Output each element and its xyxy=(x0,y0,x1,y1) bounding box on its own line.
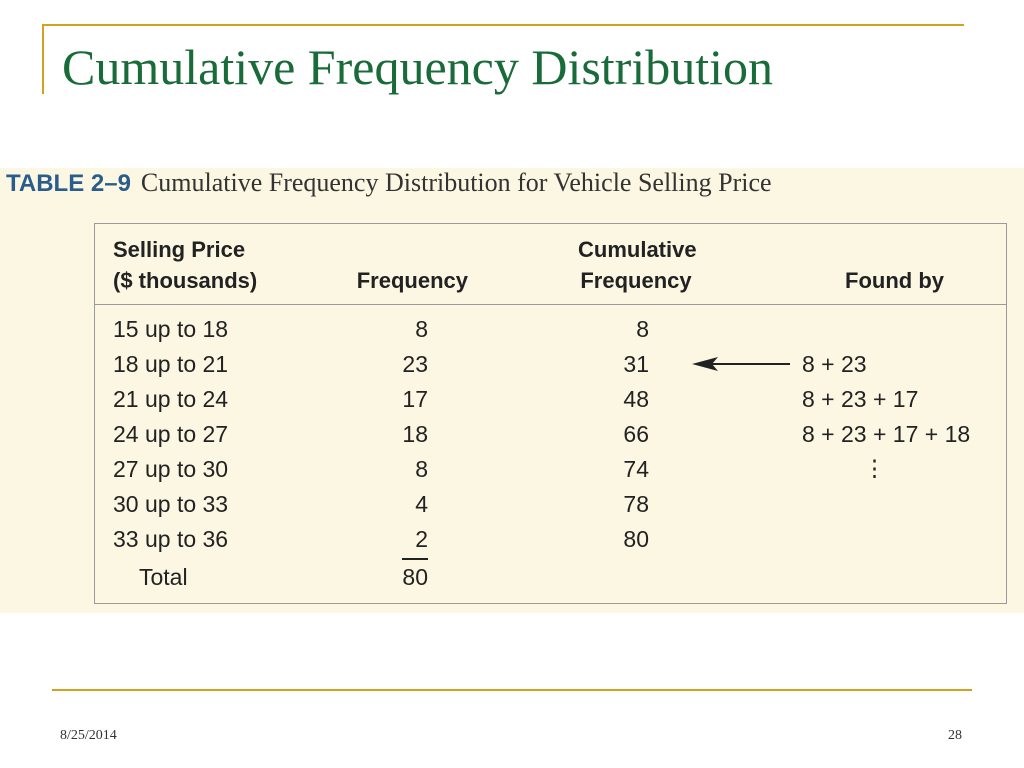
header-frequency: Frequency xyxy=(356,268,468,293)
found-by-cell: 8 + 23 xyxy=(802,351,867,377)
found-by-cell: 8 + 23 + 17 + 18 xyxy=(802,421,971,447)
total-value: 80 xyxy=(402,564,428,590)
table-row: 33 up to 36 2 80 xyxy=(95,522,1006,557)
frequency-cell: 8 xyxy=(415,456,428,482)
header-selling-price: Selling Price ($ thousands) xyxy=(113,234,257,296)
table-number: TABLE 2–9 xyxy=(6,170,131,197)
price-cell: 33 up to 36 xyxy=(113,526,229,552)
table-row: 30 up to 33 4 78 xyxy=(95,487,1006,522)
frequency-cell: 17 xyxy=(402,386,428,412)
price-cell: 27 up to 30 xyxy=(113,456,229,482)
frequency-table: Selling Price ($ thousands) Frequency Cu… xyxy=(94,223,1007,604)
header-cumulative-line2: Frequency xyxy=(580,268,692,293)
cumulative-cell: 8 xyxy=(636,316,649,342)
cumulative-cell: 80 xyxy=(623,526,649,552)
price-cell: 24 up to 27 xyxy=(113,421,229,447)
top-rule xyxy=(42,24,964,26)
header-selling-price-line1: Selling Price xyxy=(113,237,246,262)
frequency-cell: 2 xyxy=(415,526,428,552)
table-caption: TABLE 2–9 Cumulative Frequency Distributi… xyxy=(6,168,772,198)
total-row: Total 80 xyxy=(95,558,1006,595)
header-cumulative-line1: Cumulative xyxy=(578,237,697,262)
found-by-cell: 8 + 23 + 17 xyxy=(802,386,919,412)
bottom-rule xyxy=(52,689,972,691)
left-arrow-icon xyxy=(692,357,790,371)
total-label: Total xyxy=(139,564,188,590)
cumulative-cell: 78 xyxy=(623,491,649,517)
cumulative-cell: 31 xyxy=(623,351,649,377)
table-row: 18 up to 21 23 31 8 + 23 xyxy=(95,347,1006,382)
header-cumulative-frequency: Cumulative Frequency xyxy=(578,234,697,296)
table-caption-text: Cumulative Frequency Distribution for Ve… xyxy=(140,168,772,197)
slide-title: Cumulative Frequency Distribution xyxy=(62,39,774,95)
frequency-cell: 8 xyxy=(415,316,428,342)
header-selling-price-line2: ($ thousands) xyxy=(113,268,258,293)
price-cell: 30 up to 33 xyxy=(113,491,229,517)
page-number: 28 xyxy=(948,728,962,743)
table-row: 15 up to 18 8 8 xyxy=(95,312,1006,347)
frequency-cell: 18 xyxy=(402,421,428,447)
continuation-dots: ⋮ xyxy=(863,455,886,481)
cumulative-cell: 66 xyxy=(623,421,649,447)
table-row: 27 up to 30 8 74 ⋮ xyxy=(95,452,1006,487)
footer-date: 8/25/2014 xyxy=(60,728,117,743)
price-cell: 18 up to 21 xyxy=(113,351,229,377)
table-figure: TABLE 2–9 Cumulative Frequency Distributi… xyxy=(0,168,1024,613)
header-found-by: Found by xyxy=(845,268,944,293)
price-cell: 21 up to 24 xyxy=(113,386,229,412)
cumulative-cell: 48 xyxy=(623,386,649,412)
price-cell: 15 up to 18 xyxy=(113,316,229,342)
frequency-cell: 4 xyxy=(415,491,428,517)
total-overline xyxy=(402,558,428,560)
table-row: 24 up to 27 18 66 8 + 23 + 17 + 18 xyxy=(95,417,1006,452)
left-rule xyxy=(42,24,44,94)
table-row: 21 up to 24 17 48 8 + 23 + 17 xyxy=(95,382,1006,417)
frequency-cell: 23 xyxy=(402,351,428,377)
cumulative-cell: 74 xyxy=(623,456,649,482)
header-divider xyxy=(95,304,1006,305)
